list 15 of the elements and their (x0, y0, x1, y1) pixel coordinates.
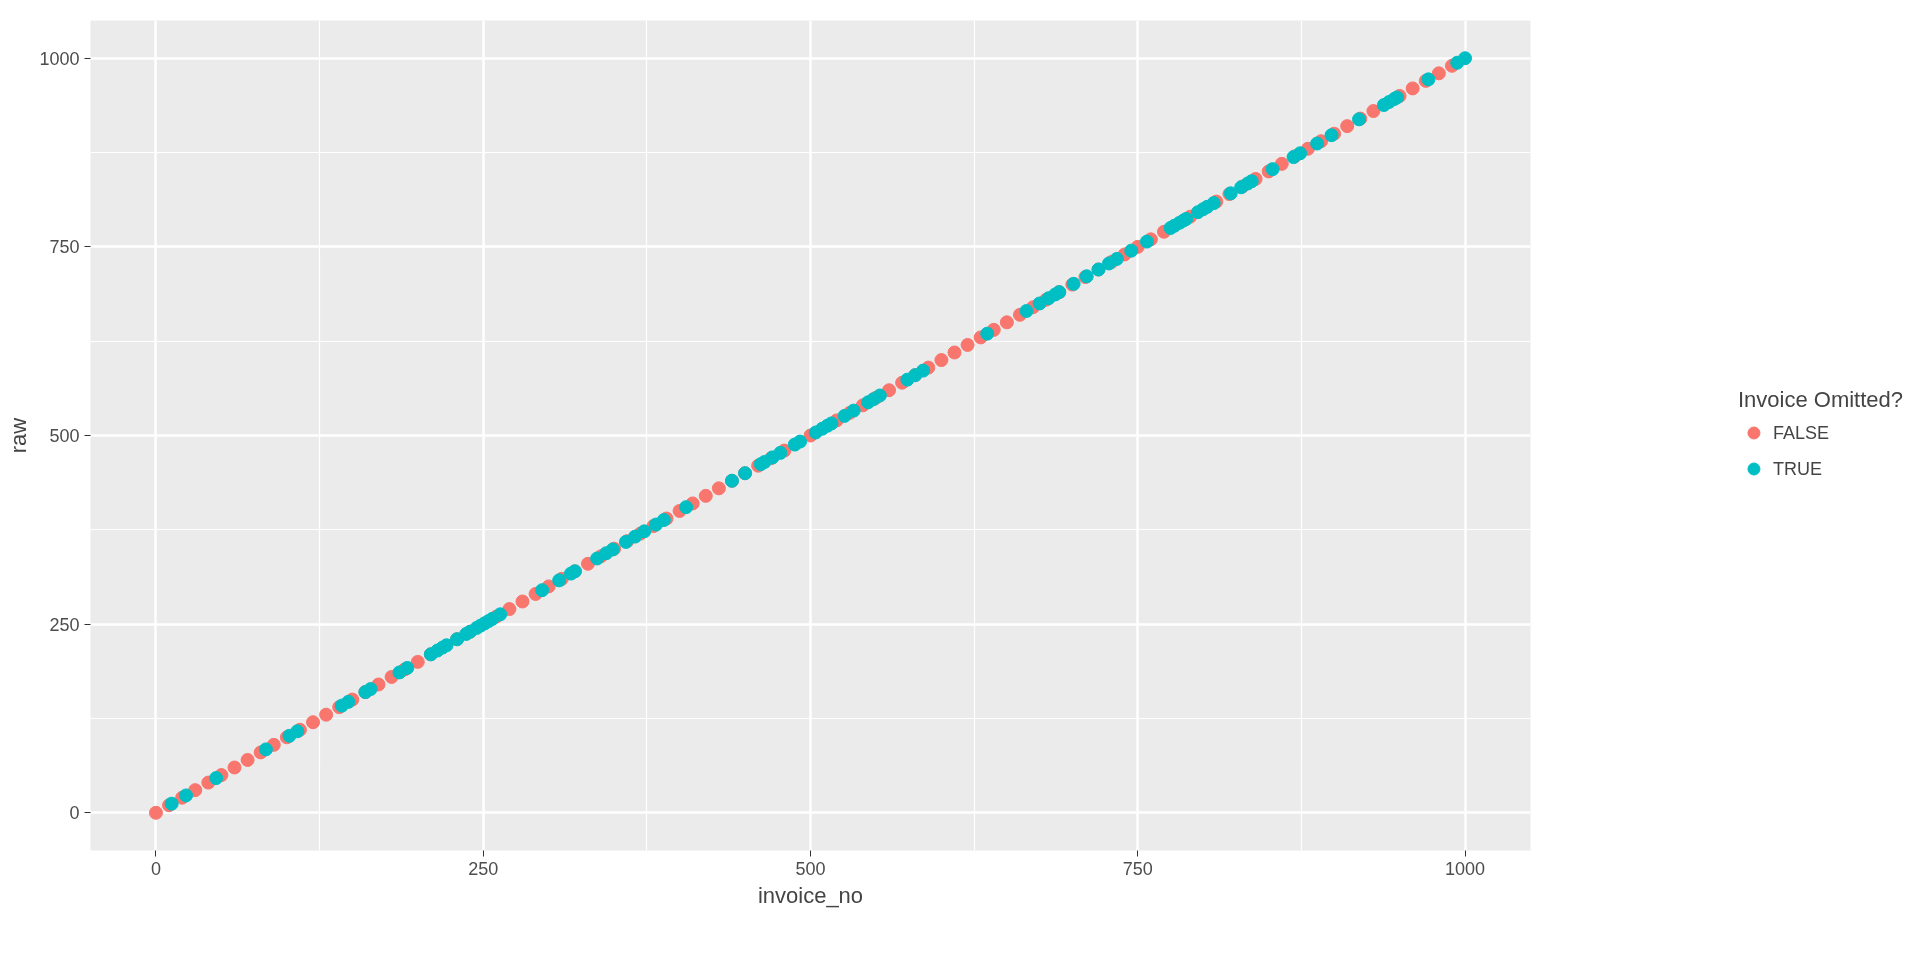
x-tick-label: 250 (468, 858, 499, 879)
x-tick-label: 0 (150, 858, 161, 879)
y-tick-label: 1000 (39, 48, 80, 69)
x-axis-title: invoice_no (757, 882, 864, 908)
y-tick-label: 500 (49, 426, 80, 446)
x-tick-label: 1000 (1445, 858, 1486, 879)
legend-label: FALSE (1772, 421, 1829, 444)
legend-label: TRUE (1772, 457, 1822, 480)
y-tick-label: 750 (49, 237, 80, 258)
y-axis-title: raw (6, 417, 32, 454)
y-tick-label: 0 (69, 803, 80, 824)
legend-title: Invoice Omitted? (1737, 386, 1904, 413)
x-tick-label: 750 (1122, 858, 1153, 879)
x-tick-label: 500 (795, 858, 826, 879)
y-tick-label: 250 (49, 614, 80, 635)
